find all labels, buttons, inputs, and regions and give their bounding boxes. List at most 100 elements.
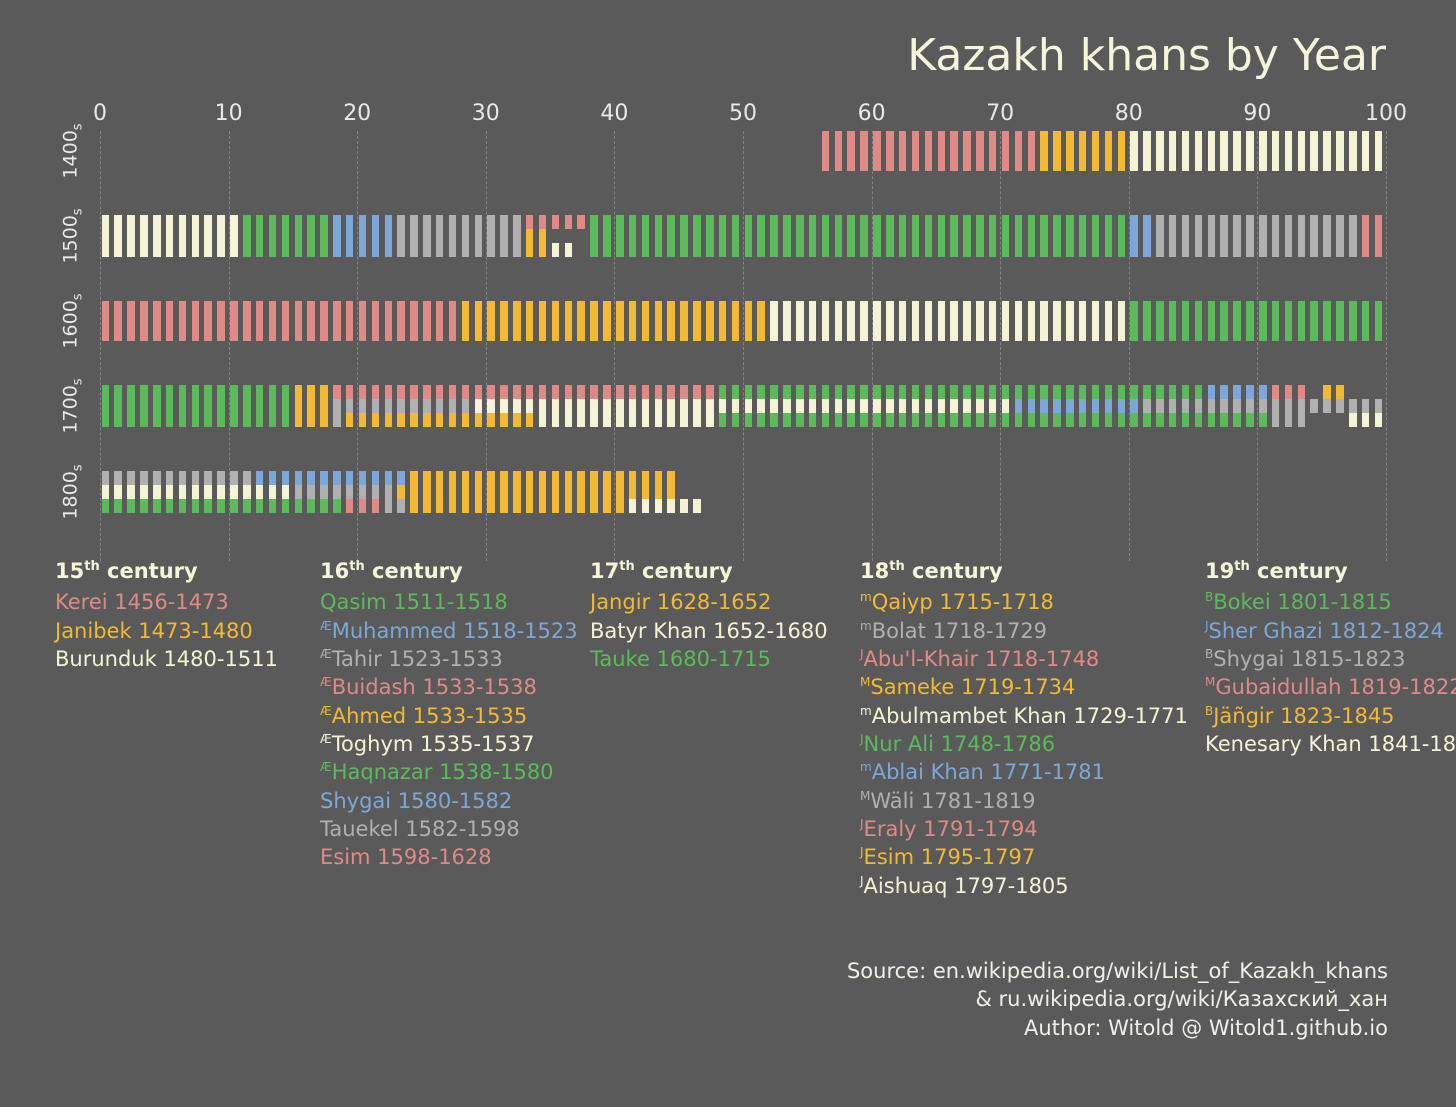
year-tick	[642, 229, 650, 243]
year-tick	[462, 301, 470, 341]
year-tick	[1285, 385, 1293, 399]
year-tick	[333, 399, 341, 413]
year-tick	[475, 499, 483, 513]
year-tick	[500, 301, 508, 341]
year-tick	[102, 499, 110, 513]
year-tick	[256, 499, 264, 513]
year-tick	[899, 131, 907, 171]
year-tick	[1362, 131, 1370, 171]
year-tick	[114, 243, 122, 257]
legend-text: Sher Ghazi 1812-1824	[1209, 619, 1444, 643]
year-tick	[1040, 399, 1048, 413]
year-tick	[1246, 229, 1254, 243]
year-tick	[153, 399, 161, 413]
legend-prefix: B	[1205, 704, 1213, 718]
year-tick	[1002, 243, 1010, 257]
x-tick: 70	[986, 101, 1014, 126]
year-tick	[243, 499, 251, 513]
year-tick	[204, 399, 212, 413]
year-tick	[860, 229, 868, 243]
year-tick	[616, 471, 624, 485]
year-tick	[1040, 229, 1048, 243]
year-tick	[513, 385, 521, 399]
year-tick	[397, 413, 405, 427]
year-tick	[1323, 301, 1331, 341]
year-tick	[1233, 131, 1241, 171]
year-tick	[295, 485, 303, 499]
year-tick	[526, 499, 534, 513]
timeline-track	[100, 131, 1386, 171]
year-tick	[655, 499, 663, 513]
year-tick	[513, 215, 521, 229]
legend-text: Sameke 1719-1734	[870, 675, 1075, 699]
year-tick	[217, 499, 225, 513]
year-tick	[475, 243, 483, 257]
year-tick	[1156, 385, 1164, 399]
year-tick	[526, 471, 534, 485]
year-tick	[307, 215, 315, 229]
year-tick	[102, 385, 110, 399]
year-tick	[436, 243, 444, 257]
year-tick	[938, 131, 946, 171]
year-tick	[745, 215, 753, 229]
legend-text: Tauekel 1582-1598	[320, 817, 520, 841]
year-tick	[1272, 413, 1280, 427]
year-tick	[372, 385, 380, 399]
year-tick	[166, 413, 174, 427]
year-tick	[153, 301, 161, 341]
year-tick	[1092, 385, 1100, 399]
year-tick	[655, 215, 663, 229]
year-tick	[1246, 243, 1254, 257]
year-tick	[1208, 229, 1216, 243]
year-tick	[590, 413, 598, 427]
year-tick	[372, 301, 380, 341]
year-tick	[269, 229, 277, 243]
year-tick	[295, 215, 303, 229]
year-tick	[153, 413, 161, 427]
year-tick	[989, 215, 997, 229]
year-tick	[1079, 215, 1087, 229]
year-tick	[796, 215, 804, 229]
timeline-subtrack	[100, 471, 1386, 485]
year-tick	[372, 243, 380, 257]
year-tick	[603, 471, 611, 485]
year-tick	[783, 301, 791, 341]
year-tick	[950, 131, 958, 171]
year-tick	[963, 229, 971, 243]
year-tick	[552, 413, 560, 427]
year-tick	[938, 399, 946, 413]
year-tick	[372, 215, 380, 229]
year-tick	[1053, 301, 1061, 341]
year-tick	[925, 131, 933, 171]
footer-source-1: Source: en.wikipedia.org/wiki/List_of_Ka…	[847, 957, 1388, 985]
year-tick	[307, 229, 315, 243]
year-tick	[140, 413, 148, 427]
timeline-track	[100, 471, 1386, 513]
year-tick	[1015, 399, 1023, 413]
year-tick	[1182, 215, 1190, 229]
legend-area: 15th centuryKerei 1456-1473Janibek 1473-…	[55, 557, 1416, 900]
legend-entry: ÆHaqnazar 1538-1580	[320, 758, 565, 786]
year-tick	[217, 399, 225, 413]
legend-text: Haqnazar 1538-1580	[332, 760, 554, 784]
legend-entry: Burunduk 1480-1511	[55, 645, 295, 673]
year-tick	[577, 385, 585, 399]
year-tick	[1362, 399, 1370, 413]
year-tick	[1220, 301, 1228, 341]
year-tick	[950, 399, 958, 413]
year-tick	[642, 301, 650, 341]
year-tick	[757, 229, 765, 243]
year-tick	[449, 499, 457, 513]
year-tick	[912, 385, 920, 399]
year-tick	[590, 385, 598, 399]
year-tick	[1272, 301, 1280, 341]
year-tick	[397, 215, 405, 229]
year-tick	[256, 485, 264, 499]
year-tick	[295, 399, 303, 413]
year-tick	[359, 215, 367, 229]
year-tick	[204, 471, 212, 485]
year-tick	[886, 243, 894, 257]
legend-text: Aishuaq 1797-1805	[864, 874, 1069, 898]
year-tick	[217, 243, 225, 257]
year-tick	[667, 471, 675, 485]
